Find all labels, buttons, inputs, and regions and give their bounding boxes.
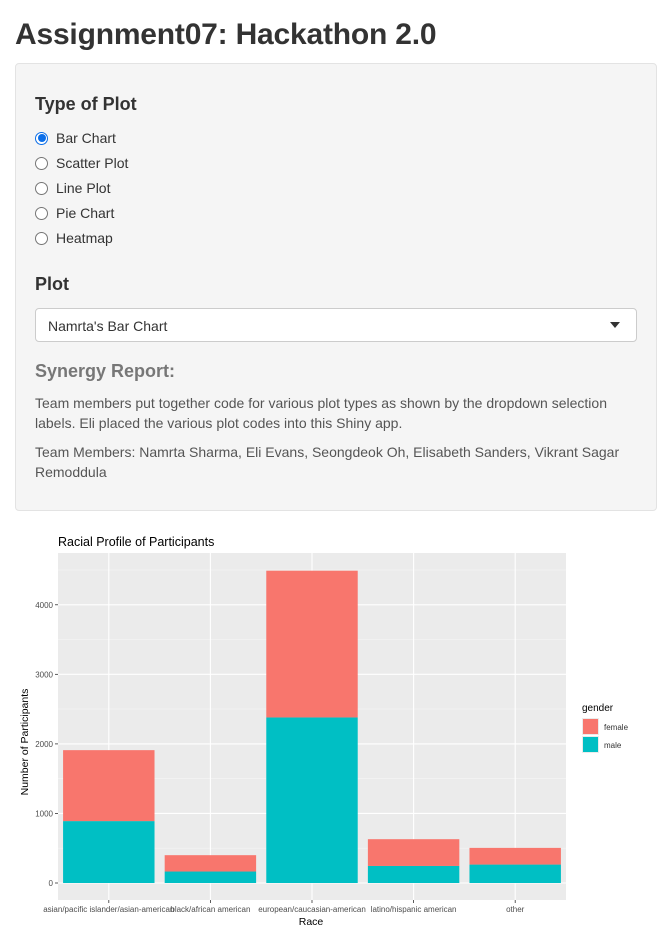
bar-female: [63, 750, 155, 822]
radio-bar-chart[interactable]: Bar Chart: [35, 128, 116, 148]
plot-type-label: Type of Plot: [35, 94, 137, 114]
synergy-line: Team members put together code for vario…: [35, 395, 607, 411]
bar-female: [164, 855, 257, 872]
team-members-line: Remoddula: [35, 464, 107, 480]
team-members: Team Members: Namrta Sharma, Eli Evans, …: [35, 442, 635, 482]
x-tick-label: other: [506, 905, 525, 914]
synergy-description: Team members put together code for vario…: [35, 393, 635, 433]
y-tick-label: 1000: [35, 809, 53, 818]
x-tick-label: latino/hispanic american: [371, 905, 457, 914]
chart-title: Racial Profile of Participants: [58, 535, 214, 549]
synergy-heading: Synergy Report:: [35, 361, 176, 381]
bar-male: [266, 717, 358, 883]
sidebar-panel: Type of Plot Bar Chart Scatter Plot Line…: [15, 63, 657, 511]
radio-heatmap[interactable]: Heatmap: [35, 228, 113, 248]
radio-label: Line Plot: [56, 180, 111, 196]
bar-female: [367, 839, 460, 866]
y-tick-label: 3000: [35, 670, 53, 679]
radio-unselected-icon[interactable]: [35, 181, 48, 195]
legend-title: gender: [582, 703, 614, 714]
synergy-line: labels. Eli placed the various plot code…: [35, 415, 403, 431]
y-axis-title: Number of Participants: [19, 689, 31, 796]
radio-label: Scatter Plot: [56, 155, 129, 171]
plot-select[interactable]: Namrta's Bar Chart: [35, 308, 637, 342]
x-tick-label: asian/pacific islander/asian-american: [43, 905, 174, 914]
legend-swatch-female: [583, 719, 598, 734]
chart-container: Racial Profile of Participants 0 1000 2000…: [0, 520, 657, 931]
bar-male: [164, 871, 257, 883]
caret-down-icon[interactable]: [610, 322, 620, 328]
radio-pie-chart[interactable]: Pie Chart: [35, 203, 114, 223]
radio-unselected-icon[interactable]: [35, 156, 48, 170]
y-tick-label: 2000: [35, 740, 53, 749]
legend-label-male: male: [604, 741, 622, 750]
radio-label: Heatmap: [56, 230, 113, 246]
radio-label: Pie Chart: [56, 205, 115, 221]
y-tick-label: 4000: [35, 601, 53, 610]
radio-selected-icon[interactable]: [35, 131, 48, 145]
bar-female: [266, 570, 358, 718]
bar-male: [63, 821, 155, 883]
team-members-line: Team Members: Namrta Sharma, Eli Evans, …: [35, 444, 620, 460]
legend-label-female: female: [604, 723, 629, 732]
plot-select-label: Plot: [35, 274, 69, 294]
radio-scatter-plot[interactable]: Scatter Plot: [35, 153, 128, 173]
x-tick-label: european/caucasian-american: [258, 905, 366, 914]
bar-chart: Racial Profile of Participants 0 1000 2000…: [19, 535, 629, 928]
radio-unselected-icon[interactable]: [35, 231, 48, 245]
radio-line-plot[interactable]: Line Plot: [35, 178, 110, 198]
bar-male: [367, 865, 460, 883]
radio-label: Bar Chart: [56, 130, 116, 146]
plot-select-value: Namrta's Bar Chart: [48, 318, 168, 334]
bar-female: [469, 847, 561, 865]
page-title: Assignment07: Hackathon 2.0: [15, 18, 437, 51]
legend-swatch-male: [583, 737, 598, 752]
y-tick-label: 0: [49, 879, 54, 888]
bar-male: [469, 864, 561, 883]
radio-unselected-icon[interactable]: [35, 206, 48, 220]
x-tick-label: black/african american: [170, 905, 250, 914]
x-axis-title: Race: [299, 916, 324, 928]
